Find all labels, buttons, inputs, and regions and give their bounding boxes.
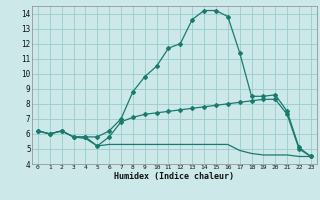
X-axis label: Humidex (Indice chaleur): Humidex (Indice chaleur) bbox=[115, 172, 234, 181]
